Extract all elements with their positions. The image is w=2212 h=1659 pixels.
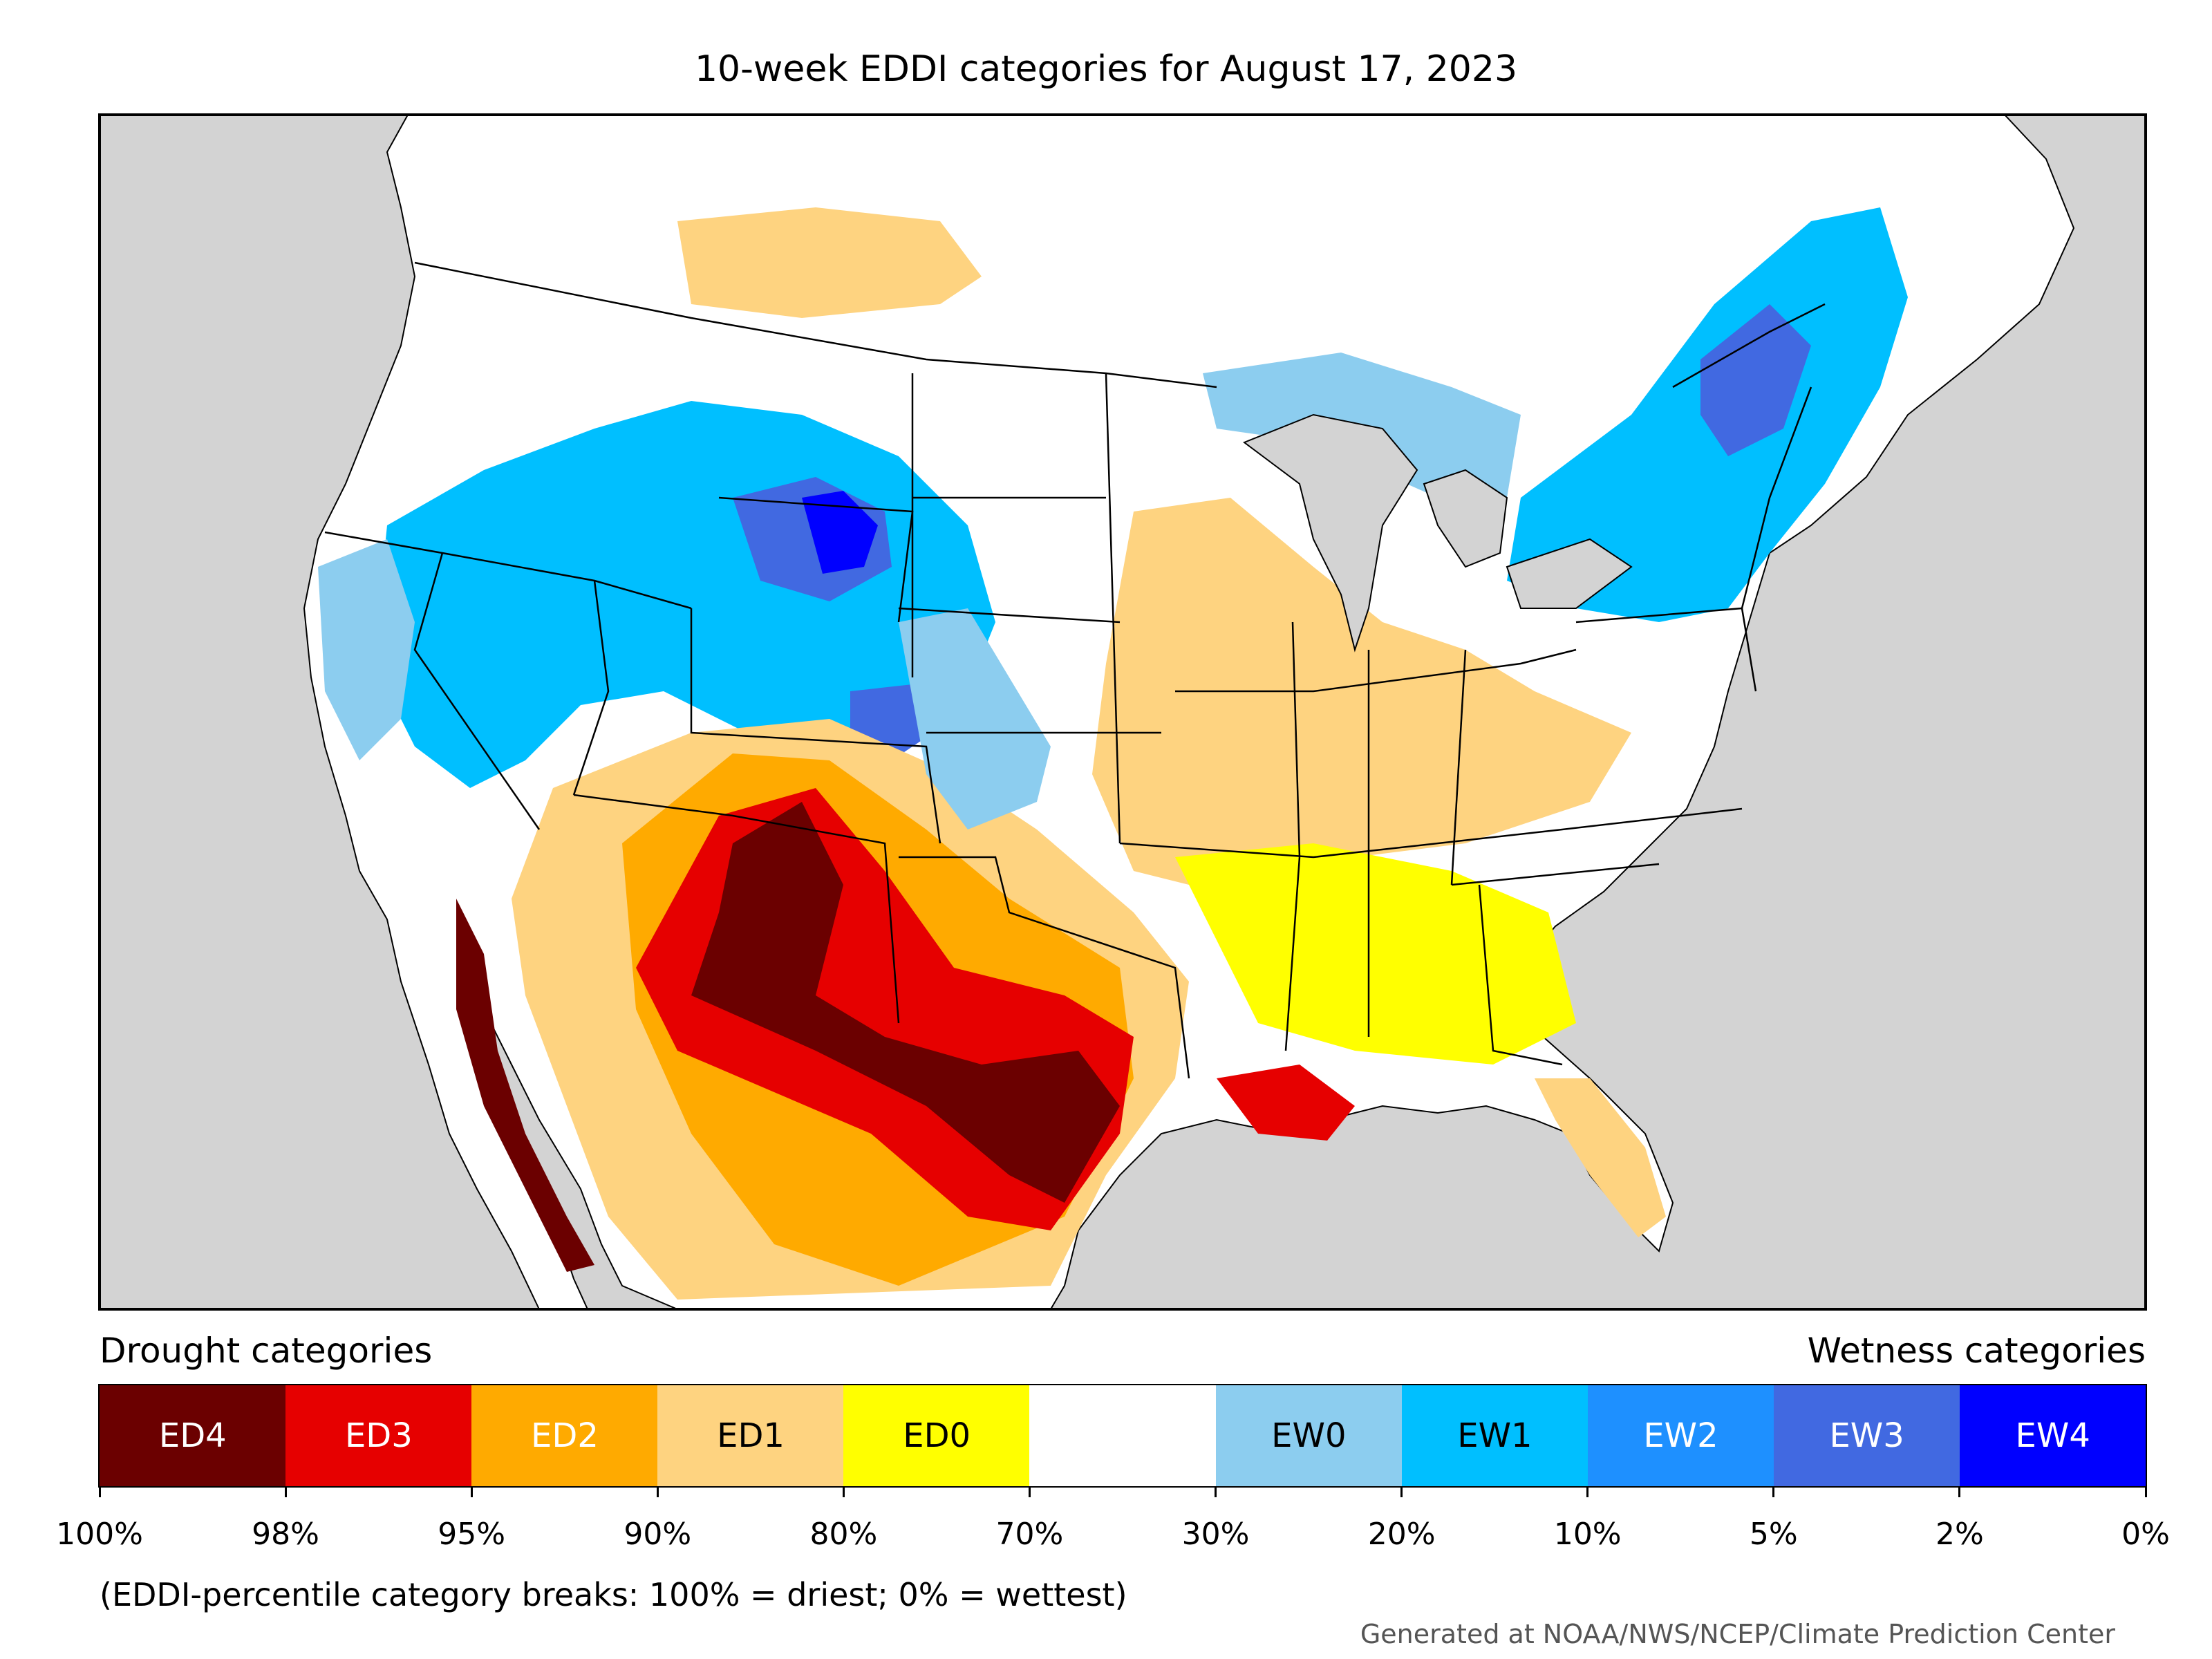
category-label: ED4 <box>158 1416 227 1455</box>
region-ed1-north <box>677 207 982 318</box>
tick-mark <box>98 1486 101 1497</box>
tick-mark <box>470 1486 473 1497</box>
category-label: EW2 <box>1643 1416 1718 1455</box>
tick-mark <box>656 1486 659 1497</box>
category-label: EW4 <box>2015 1416 2090 1455</box>
tick-mark <box>2144 1486 2147 1497</box>
tick-mark <box>284 1486 287 1497</box>
drought-heading: Drought categories <box>100 1331 433 1371</box>
tick-label: 80% <box>809 1517 878 1552</box>
tick-label: 10% <box>1553 1517 1622 1552</box>
tick-label: 98% <box>252 1517 319 1552</box>
tick-label: 0% <box>2121 1517 2170 1552</box>
region-ed3-louisiana <box>1217 1065 1355 1141</box>
region-ew4-wyoming <box>802 491 878 574</box>
category-label: ED0 <box>903 1416 971 1455</box>
category-label: ED3 <box>344 1416 413 1455</box>
region-ed0-southeast <box>1175 843 1576 1065</box>
category-swatch: EW3 <box>1773 1385 1960 1486</box>
category-colorbar: ED4 ED3 ED2 ED1 ED0 EW0 EW1 EW2 EW3 EW4 <box>98 1384 2147 1488</box>
tick-mark <box>842 1486 845 1497</box>
tick-label: 90% <box>624 1517 692 1552</box>
region-ed4-baja <box>456 899 594 1272</box>
tick-mark <box>1400 1486 1403 1497</box>
tick-mark <box>1772 1486 1775 1497</box>
category-swatch: ED4 <box>100 1385 286 1486</box>
category-label: EW3 <box>1829 1416 1904 1455</box>
category-swatch: ED3 <box>285 1385 472 1486</box>
region-ew3-northeast <box>1700 304 1811 456</box>
tick-mark <box>1958 1486 1961 1497</box>
category-label: EW0 <box>1271 1416 1347 1455</box>
credit-line: Generated at NOAA/NWS/NCEP/Climate Predi… <box>1360 1619 2115 1649</box>
tick-label: 30% <box>1181 1517 1250 1552</box>
region-ew0-west <box>318 539 415 760</box>
tick-label: 95% <box>438 1517 506 1552</box>
tick-label: 5% <box>1749 1517 1798 1552</box>
tick-label: 100% <box>56 1517 143 1552</box>
category-swatch <box>1029 1385 1217 1486</box>
category-swatch: ED1 <box>657 1385 844 1486</box>
great-lakes <box>1242 413 1633 653</box>
tick-label: 70% <box>995 1517 1064 1552</box>
tick-mark <box>1215 1486 1217 1497</box>
category-label: ED1 <box>717 1416 785 1455</box>
category-label: EW1 <box>1457 1416 1533 1455</box>
region-ed4-southwest <box>691 802 1120 1203</box>
category-note: (EDDI-percentile category breaks: 100% =… <box>100 1576 1127 1613</box>
category-label: ED2 <box>531 1416 599 1455</box>
category-swatch: EW2 <box>1587 1385 1774 1486</box>
figure-title: 10-week EDDI categories for August 17, 2… <box>694 48 1518 90</box>
category-swatch: EW0 <box>1215 1385 1403 1486</box>
tick-label: 20% <box>1367 1517 1436 1552</box>
category-swatch: ED2 <box>471 1385 658 1486</box>
region-ed1-midwest <box>1092 498 1631 899</box>
category-swatch: EW1 <box>1401 1385 1588 1486</box>
tick-mark <box>1586 1486 1589 1497</box>
tick-label: 2% <box>1936 1517 1984 1552</box>
region-ew0-plains <box>899 608 1051 830</box>
wetness-heading: Wetness categories <box>1807 1331 2146 1371</box>
category-swatch: EW4 <box>1959 1385 2146 1486</box>
tick-mark <box>1028 1486 1031 1497</box>
region-ed1-florida <box>1535 1078 1666 1237</box>
map-frame <box>98 113 2147 1311</box>
category-swatch: ED0 <box>843 1385 1030 1486</box>
state-borders <box>324 261 1826 1079</box>
